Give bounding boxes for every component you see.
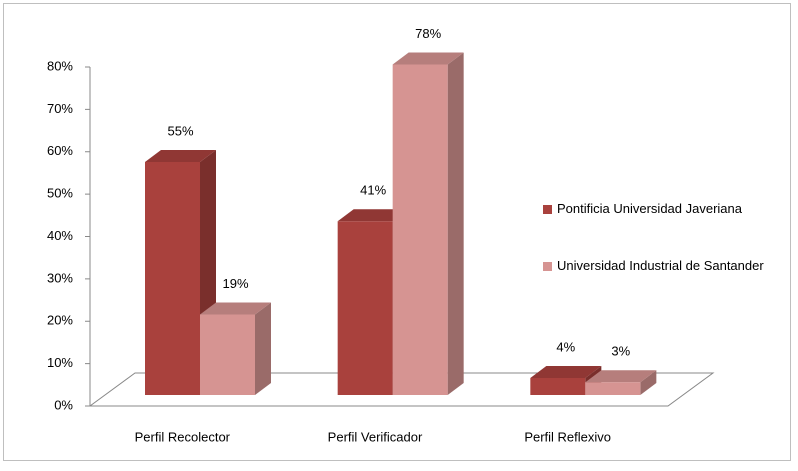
- legend-label: Universidad Industrial de Santander: [557, 258, 764, 273]
- bar: [392, 52, 464, 395]
- bar-side: [640, 370, 657, 395]
- y-tick-label: 10%: [47, 355, 73, 370]
- bar-front: [145, 161, 200, 395]
- bar: [585, 370, 657, 395]
- bar-front: [200, 314, 255, 395]
- y-tick-label: 20%: [47, 313, 73, 328]
- y-tick-label: 0%: [54, 397, 73, 412]
- value-label: 19%: [222, 276, 248, 291]
- bar-top: [200, 302, 271, 315]
- x-tick-label: Perfil Recolector: [135, 429, 231, 444]
- bar-top: [585, 370, 657, 383]
- bar-front: [530, 378, 586, 395]
- value-label: 55%: [167, 123, 193, 138]
- value-label: 4%: [556, 339, 575, 354]
- y-tick-label: 70%: [47, 101, 73, 116]
- bar-side: [255, 302, 271, 395]
- value-label: 3%: [611, 344, 630, 359]
- bar-top: [392, 52, 464, 65]
- y-tick-label: 80%: [47, 58, 73, 73]
- bar-side: [447, 52, 464, 395]
- bar-top: [337, 209, 409, 222]
- legend-label: Pontificia Universidad Javeriana: [557, 201, 742, 216]
- bar-front: [392, 64, 448, 395]
- y-tick-label: 50%: [47, 186, 73, 201]
- y-tick-label: 30%: [47, 270, 73, 285]
- bar-front: [585, 382, 641, 395]
- legend-swatch: [543, 205, 552, 214]
- legend-swatch: [543, 262, 552, 271]
- bar-front: [337, 221, 393, 395]
- bar-top: [145, 149, 216, 162]
- bar: [200, 302, 271, 395]
- y-tick-label: 40%: [47, 228, 73, 243]
- y-tick-label: 60%: [47, 143, 73, 158]
- x-tick-label: Perfil Reflexivo: [524, 429, 611, 444]
- value-label: 78%: [415, 26, 441, 41]
- value-label: 41%: [360, 183, 386, 198]
- x-tick-label: Perfil Verificador: [328, 429, 423, 444]
- bar-top: [530, 366, 602, 379]
